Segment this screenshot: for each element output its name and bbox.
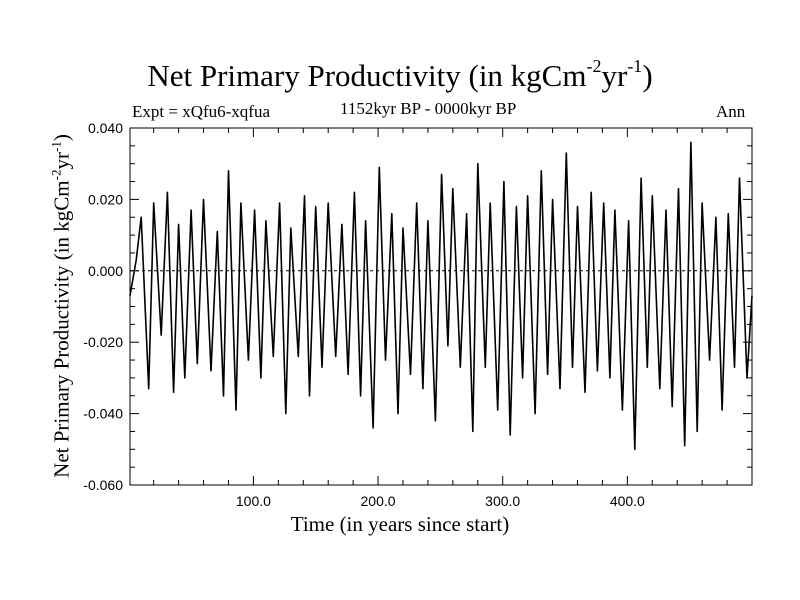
x-tick-label: 300.0 [485,493,520,509]
y-axis-ticks: -0.060 -0.040 -0.020 0.000 0.020 0.040 [83,120,752,493]
y-tick-label: -0.060 [83,477,123,493]
y-tick-label: -0.020 [83,334,123,350]
x-axis-label: Time (in years since start) [290,512,510,536]
season-label: Ann [716,102,746,121]
experiment-label: Expt = xQfu6-xqfua [132,102,271,121]
y-tick-label: 0.040 [88,120,123,136]
chart-title: Net Primary Productivity (in kgCm-2yr-1) [147,56,653,93]
y-tick-label: 0.000 [88,263,123,279]
x-tick-label: 200.0 [361,493,396,509]
npp-series-line [129,141,753,451]
y-tick-label: 0.020 [88,191,123,207]
y-tick-label: -0.040 [83,406,123,422]
x-tick-label: 400.0 [610,493,645,509]
period-label: 1152kyr BP - 0000kyr BP [340,99,517,118]
x-tick-label: 100.0 [236,493,271,509]
x-axis-ticks: 100.0 200.0 300.0 400.0 [153,128,728,509]
